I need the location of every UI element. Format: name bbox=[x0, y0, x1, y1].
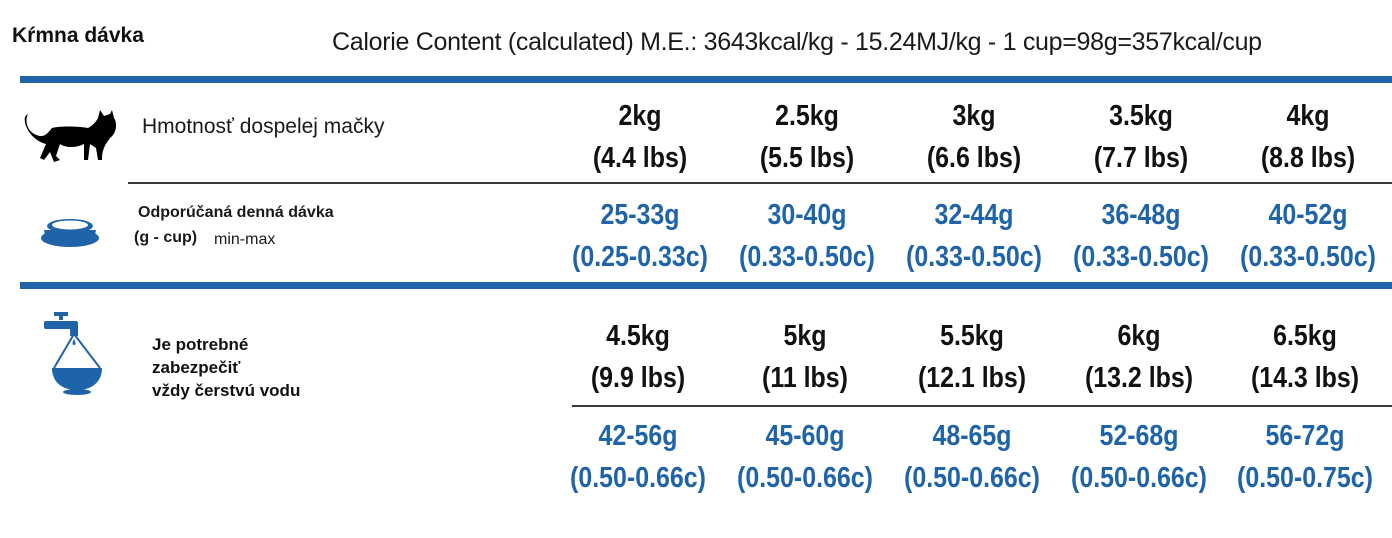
page-title: Kŕmna dávka bbox=[12, 24, 144, 47]
ration-cell: 30-40g (0.33-0.50c) bbox=[739, 199, 875, 273]
water-label-line3: vždy čerstvú vodu bbox=[152, 381, 301, 400]
weight-label: Hmotnosť dospelej mačky bbox=[142, 115, 385, 138]
weight-cell: 4kg (8.8 lbs) bbox=[1260, 100, 1356, 174]
water-label-line2: zabezpečiť bbox=[152, 358, 241, 377]
daily-ration-label: Odporúčaná denná dávka bbox=[138, 204, 334, 221]
ration-cell: 40-52g (0.33-0.50c) bbox=[1240, 199, 1376, 273]
calorie-content: Calorie Content (calculated) M.E.: 3643k… bbox=[332, 28, 1262, 56]
weight-cell: 3kg (6.6 lbs) bbox=[926, 100, 1022, 174]
minmax-label: min-max bbox=[214, 231, 276, 248]
water-label-line1: Je potrebné bbox=[152, 335, 249, 354]
water-label: Je potrebné zabezpečiť vždy čerstvú vodu bbox=[152, 333, 300, 402]
weight-cell: 5.5kg (12.1 lbs) bbox=[917, 320, 1027, 394]
water-tap-bowl-icon bbox=[44, 312, 102, 395]
weight-cell: 6kg (13.2 lbs) bbox=[1084, 320, 1194, 394]
ration-cell: 42-56g (0.50-0.66c) bbox=[570, 420, 706, 494]
mid-blue-rule bbox=[20, 282, 1392, 289]
ration-cell: 45-60g (0.50-0.66c) bbox=[737, 420, 873, 494]
unit-label: (g - cup) bbox=[134, 229, 198, 246]
weight-cell: 5kg (11 lbs) bbox=[762, 320, 848, 394]
ration-cell: 52-68g (0.50-0.66c) bbox=[1071, 420, 1207, 494]
ration-cell: 48-65g (0.50-0.66c) bbox=[904, 420, 1040, 494]
ration-cell: 36-48g (0.33-0.50c) bbox=[1073, 199, 1209, 273]
food-bowl-icon bbox=[41, 219, 99, 247]
weight-cell: 4.5kg (9.9 lbs) bbox=[590, 320, 686, 394]
weight-cell: 3.5kg (7.7 lbs) bbox=[1093, 100, 1189, 174]
ration-cell: 32-44g (0.33-0.50c) bbox=[906, 199, 1042, 273]
ration-cell: 56-72g (0.50-0.75c) bbox=[1237, 420, 1373, 494]
row-divider-2 bbox=[572, 405, 1392, 407]
row-divider-1 bbox=[128, 182, 1392, 184]
cat-icon bbox=[24, 110, 117, 162]
weight-cell: 2kg (4.4 lbs) bbox=[592, 100, 688, 174]
top-blue-rule bbox=[20, 76, 1392, 83]
weight-cell: 6.5kg (14.3 lbs) bbox=[1250, 320, 1360, 394]
weight-cell: 2.5kg (5.5 lbs) bbox=[759, 100, 855, 174]
ration-cell: 25-33g (0.25-0.33c) bbox=[572, 199, 708, 273]
